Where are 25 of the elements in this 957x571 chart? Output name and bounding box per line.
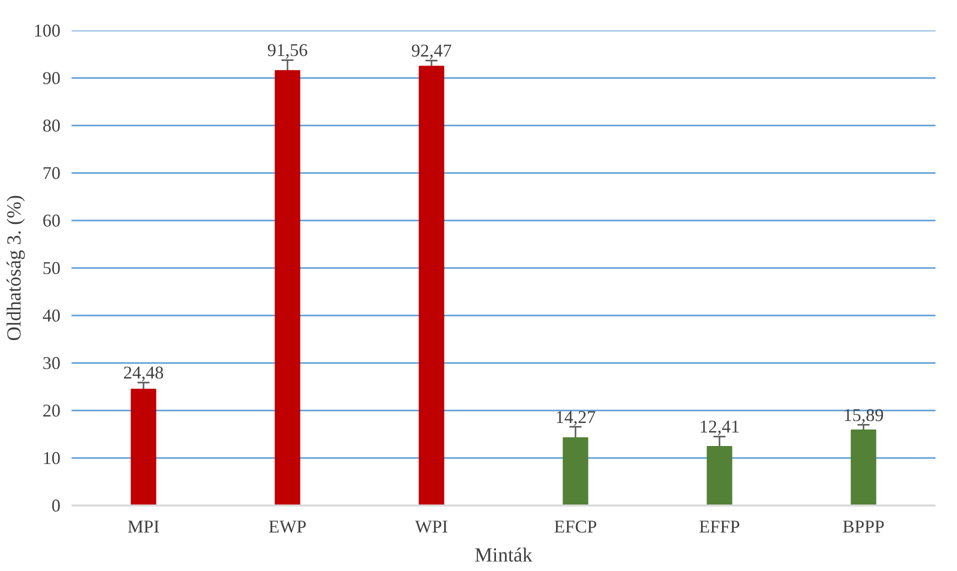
y-tick-label: 30 bbox=[42, 353, 60, 373]
x-tick-label: MPI bbox=[127, 516, 160, 536]
y-tick-label: 100 bbox=[34, 20, 60, 40]
x-tick-label: EFFP bbox=[698, 516, 740, 536]
y-tick-label: 70 bbox=[42, 163, 60, 183]
x-tick-label: WPI bbox=[415, 516, 448, 536]
y-tick-label: 90 bbox=[42, 68, 60, 88]
y-tick-label: 10 bbox=[42, 448, 60, 468]
y-tick-label: 80 bbox=[42, 116, 60, 136]
y-axis-title: Oldhatóság 3. (%) bbox=[4, 194, 26, 342]
y-tick-label: 0 bbox=[52, 496, 60, 516]
data-label: 15,89 bbox=[843, 404, 884, 425]
data-label: 91,56 bbox=[267, 40, 308, 60]
y-tick-label: 60 bbox=[42, 210, 60, 230]
x-axis-title: Minták bbox=[474, 544, 532, 566]
x-tick-label: BPPP bbox=[842, 516, 885, 536]
y-tick-label: 20 bbox=[42, 400, 60, 420]
x-tick-label: EFCP bbox=[554, 516, 598, 536]
data-label: 24,48 bbox=[123, 362, 164, 383]
data-label: 14,27 bbox=[555, 406, 596, 427]
y-tick-label: 50 bbox=[42, 258, 60, 278]
x-tick-label: EWP bbox=[268, 516, 306, 536]
y-tick-label: 40 bbox=[42, 306, 60, 326]
data-label: 12,41 bbox=[699, 416, 740, 437]
data-label: 92,47 bbox=[411, 40, 452, 61]
